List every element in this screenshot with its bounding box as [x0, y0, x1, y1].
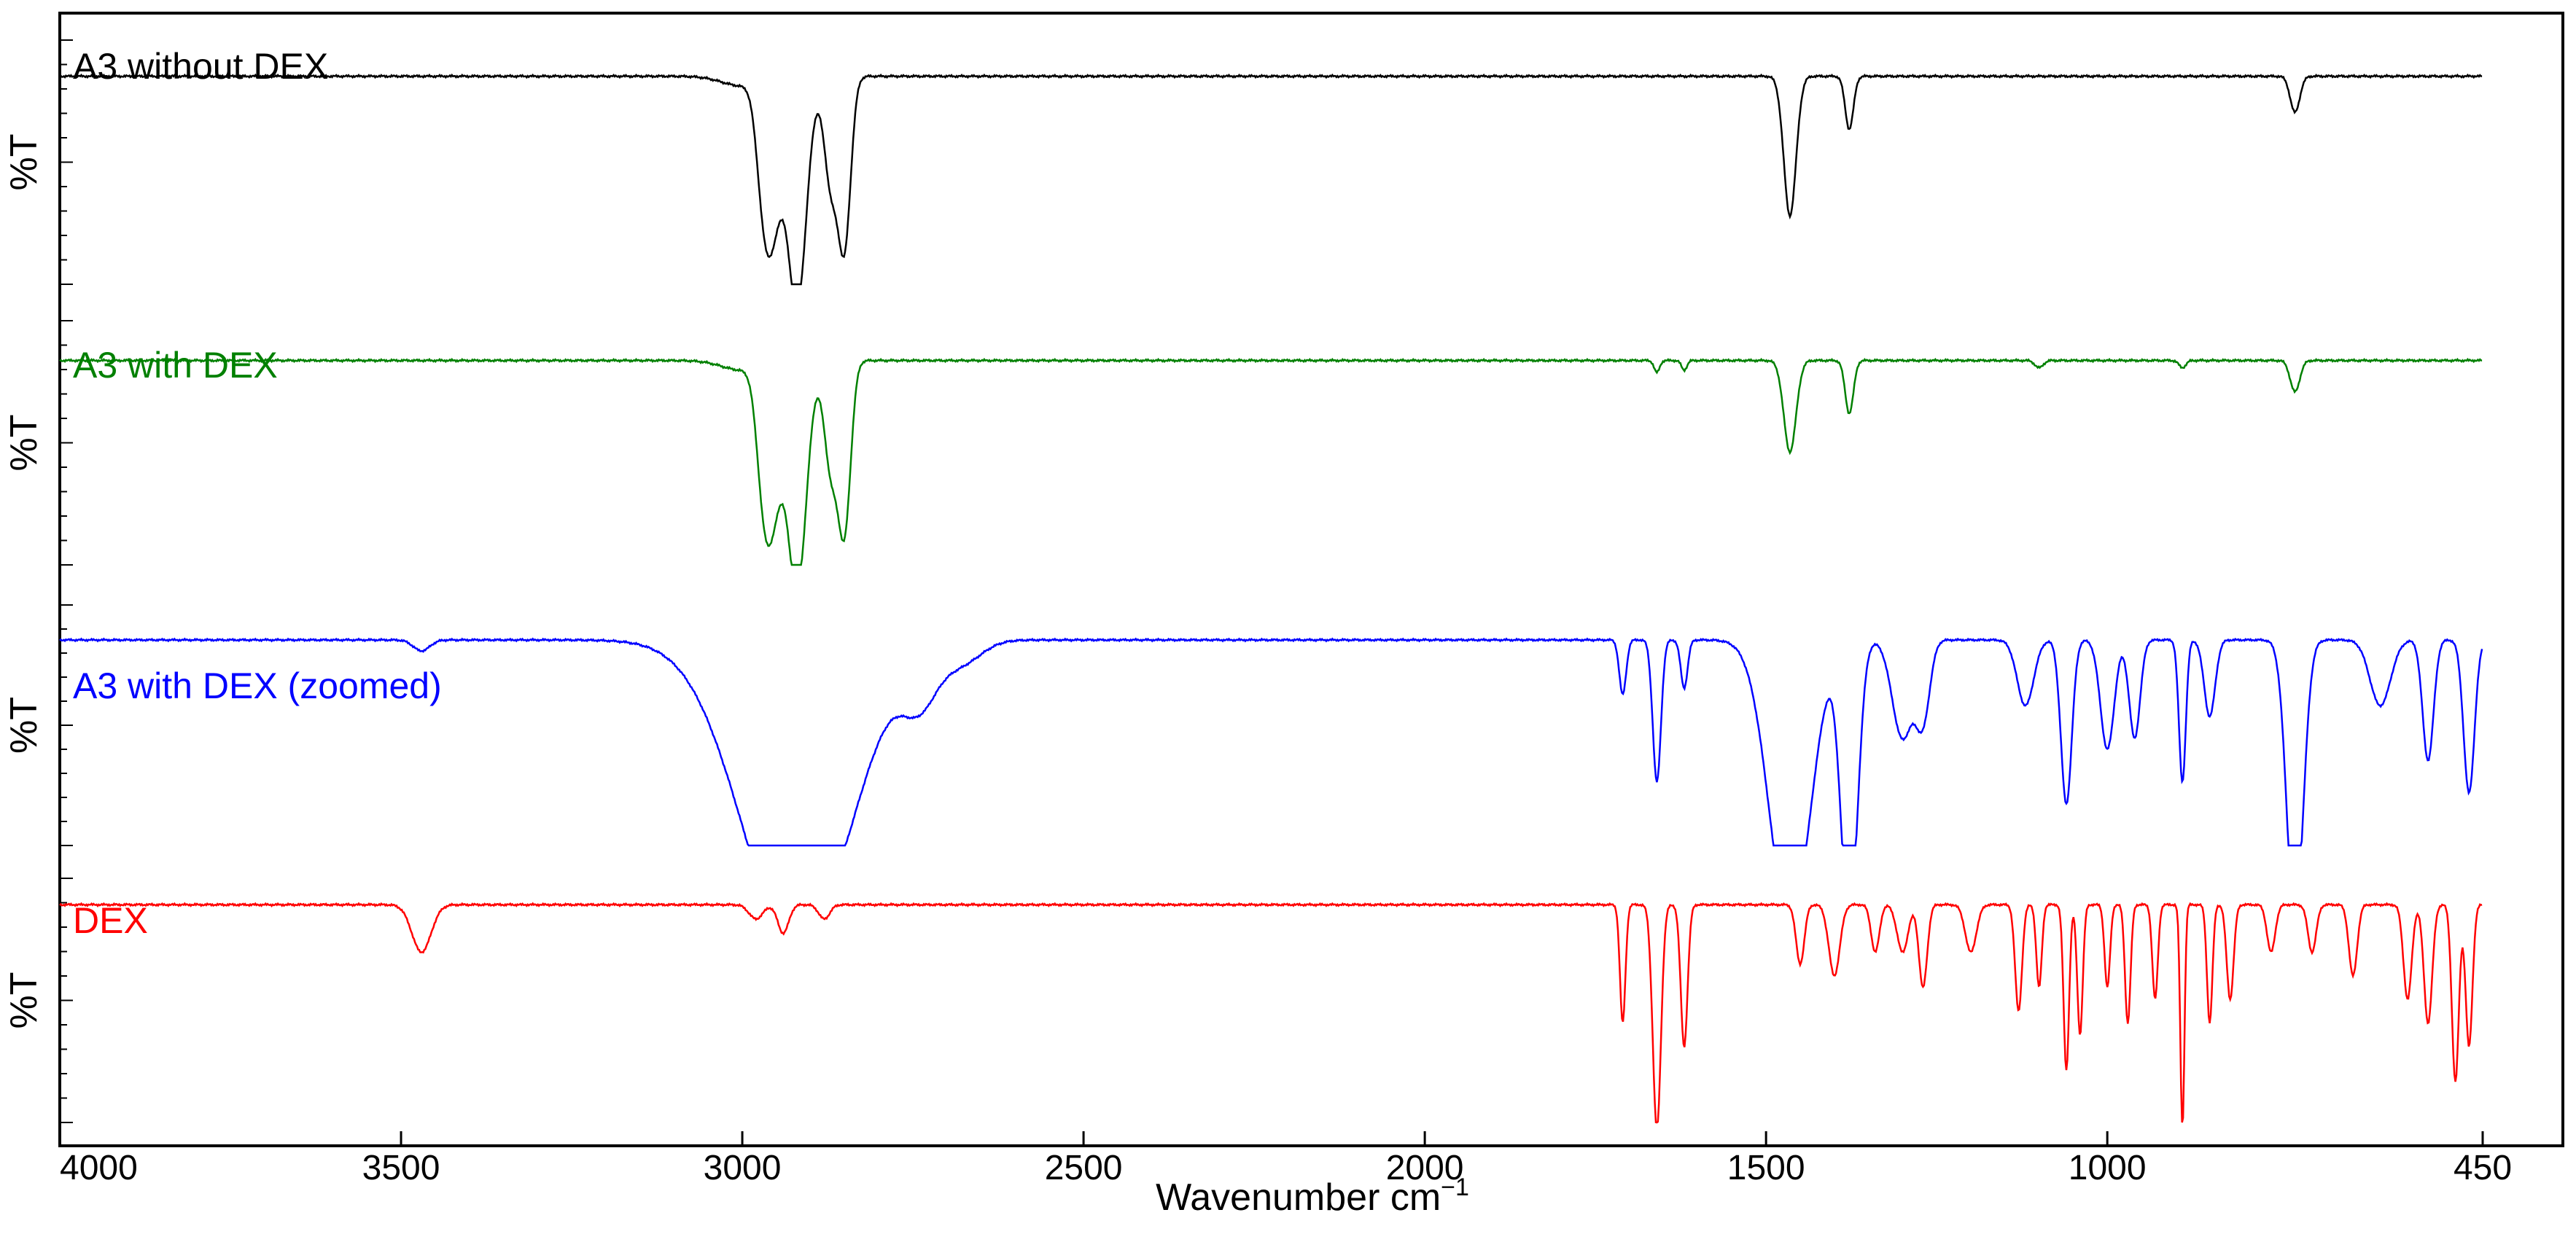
x-tick-label: 3000	[704, 1149, 782, 1187]
x-tick-label: 1500	[1727, 1149, 1805, 1187]
spectrum-panel-1: %T A3 without DEX	[3, 39, 2483, 286]
series-line-1	[59, 73, 2483, 286]
series-line-2	[59, 357, 2483, 566]
x-tick-label: 3500	[362, 1149, 440, 1187]
y-axis-label-4: %T	[3, 972, 45, 1029]
x-axis-label: Wavenumber cm−1	[1156, 1174, 1469, 1219]
series-label-3: A3 with DEX (zoomed)	[73, 665, 442, 706]
x-tick-label: 450	[2454, 1149, 2512, 1187]
series-label-4: DEX	[73, 900, 148, 941]
series-label-1: A3 without DEX	[73, 46, 328, 87]
x-axis-label-main: Wavenumber cm	[1156, 1176, 1441, 1219]
series-label-2: A3 with DEX	[73, 345, 278, 386]
spectrum-panel-2: %T A3 with DEX	[3, 320, 2483, 566]
x-tick-label: 2500	[1045, 1149, 1123, 1187]
spectrum-panel-3: %T A3 with DEX (zoomed)	[3, 604, 2483, 847]
x-tick-label: 4000	[60, 1149, 138, 1187]
series-line-3	[59, 637, 2483, 847]
y-axis-label-1: %T	[3, 134, 45, 191]
spectrum-panel-4: %T DEX	[3, 878, 2483, 1124]
series-line-4	[59, 902, 2483, 1124]
plot-frame	[58, 12, 2564, 1147]
x-tick-label: 1000	[2069, 1149, 2147, 1187]
x-axis-label-exponent: −1	[1441, 1174, 1469, 1201]
x-tick-label: 2000	[1386, 1149, 1464, 1187]
y-axis-label-3: %T	[3, 697, 45, 754]
y-axis-label-2: %T	[3, 415, 45, 472]
